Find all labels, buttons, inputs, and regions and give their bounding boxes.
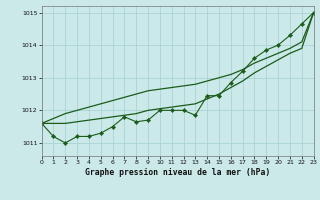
X-axis label: Graphe pression niveau de la mer (hPa): Graphe pression niveau de la mer (hPa) xyxy=(85,168,270,177)
